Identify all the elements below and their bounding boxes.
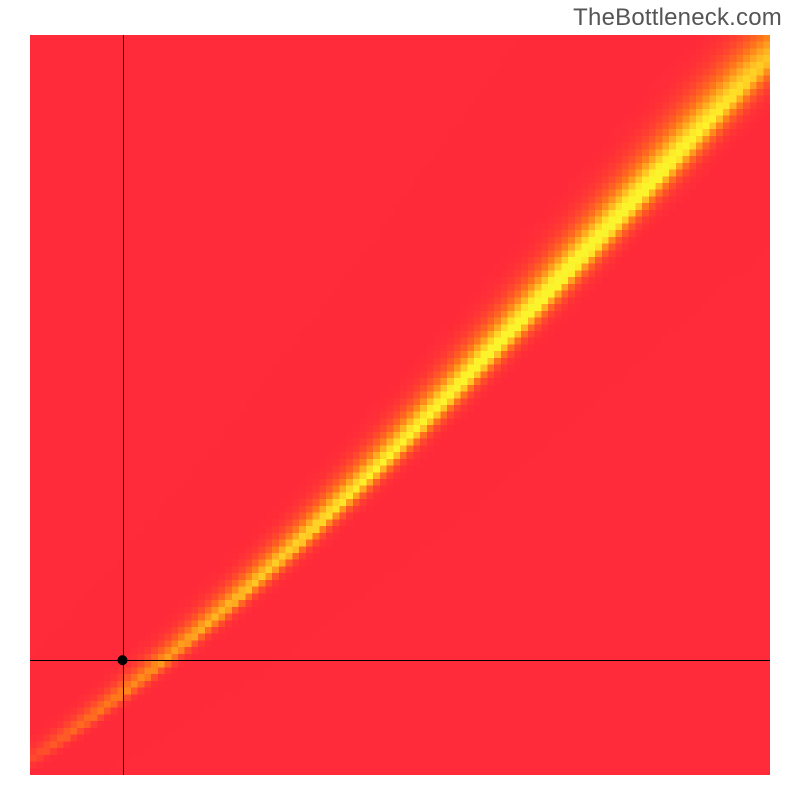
bottleneck-crosshair-overlay bbox=[30, 35, 770, 775]
watermark-text: TheBottleneck.com bbox=[573, 4, 782, 32]
